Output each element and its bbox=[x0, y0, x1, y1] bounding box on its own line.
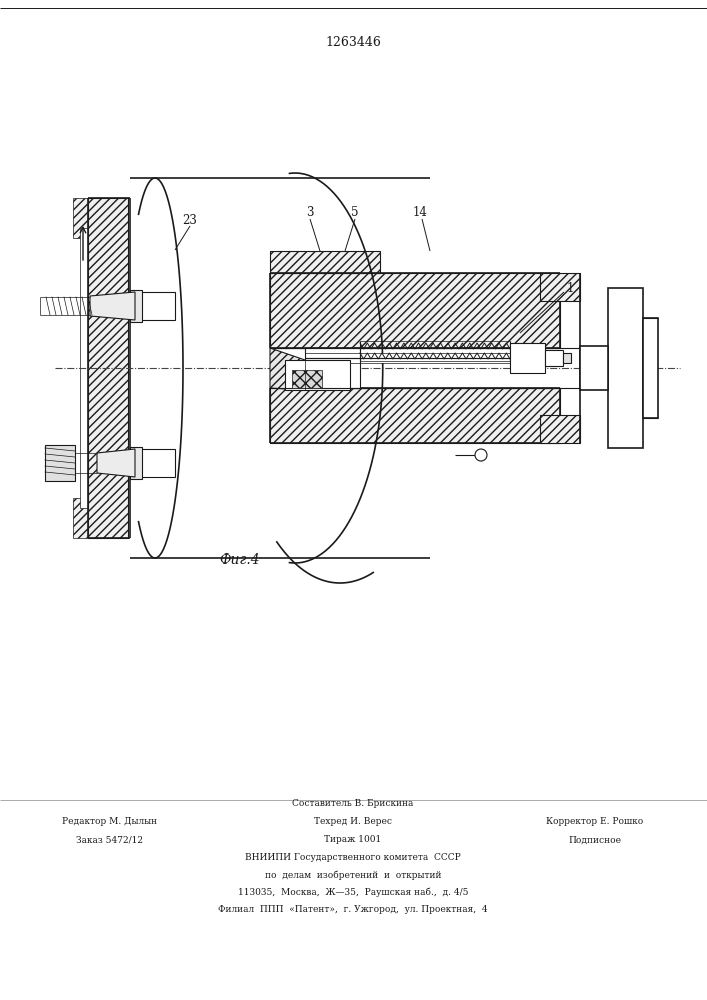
Bar bbox=[540, 273, 580, 301]
Bar bbox=[270, 273, 560, 348]
Text: Филиал  ППП  «Патент»,  г. Ужгород,  ул. Проектная,  4: Филиал ППП «Патент», г. Ужгород, ул. Про… bbox=[218, 904, 488, 914]
Bar bbox=[285, 360, 350, 390]
Bar bbox=[563, 353, 571, 363]
Polygon shape bbox=[270, 348, 305, 390]
Polygon shape bbox=[90, 292, 135, 320]
Bar bbox=[270, 388, 560, 443]
Bar bbox=[580, 346, 608, 390]
Text: Тираж 1001: Тираж 1001 bbox=[325, 836, 382, 844]
Bar bbox=[270, 251, 380, 273]
Circle shape bbox=[475, 449, 487, 461]
Text: ВНИИПИ Государственного комитета  СССР: ВНИИПИ Государственного комитета СССР bbox=[245, 854, 461, 862]
Bar bbox=[305, 348, 360, 388]
Bar bbox=[135, 292, 175, 320]
Bar bbox=[540, 415, 580, 443]
Bar bbox=[510, 343, 545, 373]
Text: 1: 1 bbox=[566, 282, 573, 294]
Bar bbox=[73, 498, 88, 538]
Text: 5: 5 bbox=[351, 207, 358, 220]
Bar bbox=[545, 350, 563, 366]
Text: Составитель В. Брискина: Составитель В. Брискина bbox=[292, 800, 414, 808]
Bar bbox=[88, 198, 128, 538]
Bar bbox=[80, 228, 88, 508]
Text: 23: 23 bbox=[182, 214, 197, 227]
Text: Корректор Е. Рошко: Корректор Е. Рошко bbox=[547, 818, 643, 826]
Text: Подписное: Подписное bbox=[568, 836, 621, 844]
Text: Фиг.4: Фиг.4 bbox=[220, 553, 260, 567]
Bar bbox=[130, 290, 142, 322]
Text: 113035,  Москва,  Ж—35,  Раушская наб.,  д. 4/5: 113035, Москва, Ж—35, Раушская наб., д. … bbox=[238, 887, 468, 897]
Bar bbox=[608, 288, 643, 448]
Text: 1263446: 1263446 bbox=[325, 35, 381, 48]
Text: Редактор М. Дылын: Редактор М. Дылын bbox=[62, 818, 158, 826]
Text: Техред И. Верес: Техред И. Верес bbox=[314, 818, 392, 826]
Text: 3: 3 bbox=[306, 207, 314, 220]
Bar bbox=[305, 353, 510, 363]
Text: Заказ 5472/12: Заказ 5472/12 bbox=[76, 836, 144, 844]
Bar bbox=[643, 318, 658, 418]
Bar bbox=[45, 445, 75, 481]
Bar bbox=[292, 370, 322, 388]
Bar bbox=[73, 198, 88, 238]
Bar bbox=[135, 449, 175, 477]
Bar bbox=[130, 447, 142, 479]
Polygon shape bbox=[97, 449, 135, 477]
Text: 14: 14 bbox=[413, 207, 428, 220]
Text: по  делам  изобретений  и  открытий: по делам изобретений и открытий bbox=[264, 870, 441, 880]
